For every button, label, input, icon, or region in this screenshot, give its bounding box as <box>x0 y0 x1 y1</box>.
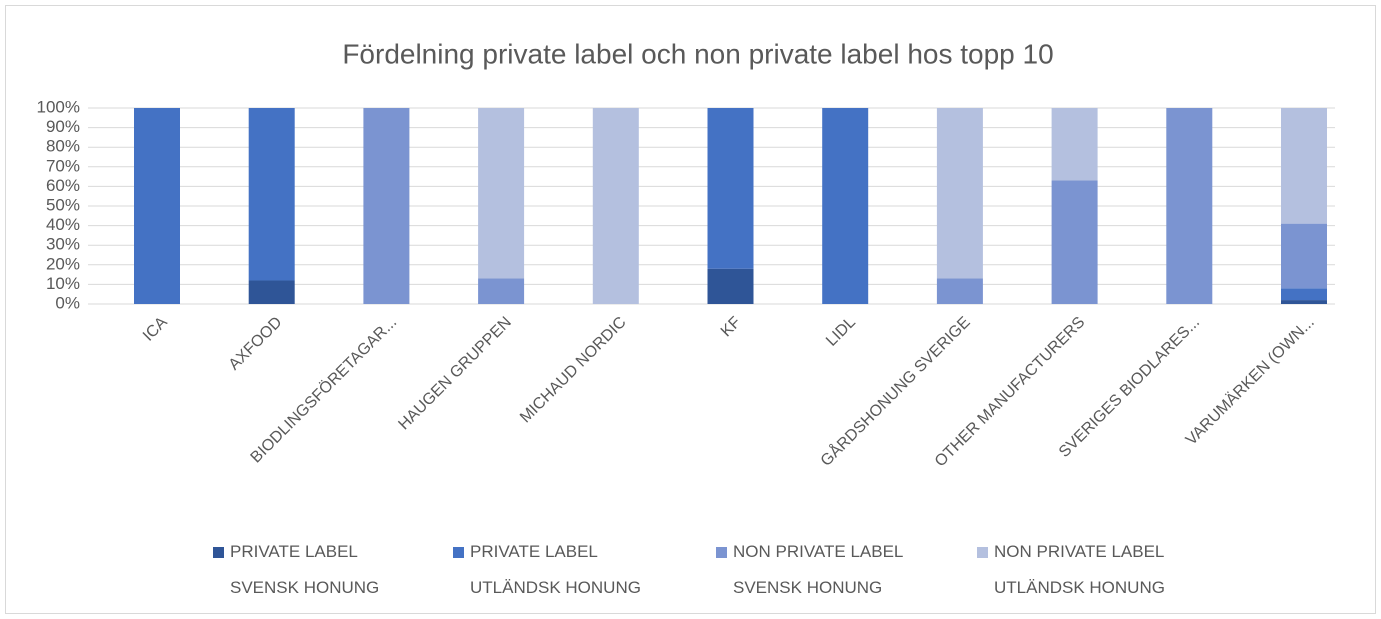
legend-label: NON PRIVATE LABEL UTLÄNDSK HONUNG <box>994 542 1165 597</box>
y-tick-label: 0% <box>55 293 80 312</box>
x-tick-label: MICHAUD NORDIC <box>517 314 630 427</box>
bar-segment <box>822 108 869 304</box>
bar-segment <box>592 108 639 304</box>
x-tick-label: KF <box>718 314 745 341</box>
legend-label: PRIVATE LABEL UTLÄNDSK HONUNG <box>470 542 641 597</box>
chart-border <box>5 5 1376 614</box>
x-tick-label: VARUMÄRKEN (OWN... <box>1182 313 1318 449</box>
bar-segment <box>478 278 525 304</box>
bar-segment <box>478 108 525 279</box>
legend-swatch <box>453 547 464 558</box>
y-tick-label: 100% <box>37 97 80 116</box>
legend-swatch <box>716 547 727 558</box>
legend-swatch <box>977 547 988 558</box>
bar-segment <box>1051 180 1098 304</box>
x-tick-label: AXFOOD <box>226 314 286 374</box>
bar-segment <box>134 108 180 304</box>
bar-segment <box>363 108 410 304</box>
bar-segment <box>1281 300 1327 304</box>
y-tick-label: 50% <box>46 195 80 214</box>
bar-segment <box>1281 108 1327 224</box>
bar-segment <box>248 108 295 281</box>
bar-segment <box>1281 288 1327 301</box>
bar-segment <box>1051 108 1098 181</box>
bar-segment <box>936 278 983 304</box>
bar-segment <box>707 108 754 269</box>
y-tick-label: 70% <box>46 156 80 175</box>
legend-swatch <box>213 547 224 558</box>
legend-label: NON PRIVATE LABEL SVENSK HONUNG <box>733 542 903 597</box>
bar-segment <box>1166 108 1213 304</box>
y-tick-label: 60% <box>46 176 80 195</box>
y-tick-label: 20% <box>46 254 80 273</box>
y-tick-label: 10% <box>46 274 80 293</box>
x-tick-label: LIDL <box>823 314 859 350</box>
chart-title: Fördelning private label och non private… <box>342 38 1053 69</box>
bar-segment <box>248 280 295 304</box>
x-tick-label: ICA <box>140 314 171 345</box>
x-tick-label: HAUGEN GRUPPEN <box>395 314 515 434</box>
y-tick-label: 90% <box>46 117 80 136</box>
bar-segment <box>707 268 754 304</box>
bar-segment <box>1281 223 1327 289</box>
y-tick-label: 30% <box>46 235 80 254</box>
y-tick-label: 80% <box>46 137 80 156</box>
bar-segment <box>936 108 983 279</box>
legend-label: PRIVATE LABEL SVENSK HONUNG <box>230 542 380 597</box>
y-tick-label: 40% <box>46 215 80 234</box>
